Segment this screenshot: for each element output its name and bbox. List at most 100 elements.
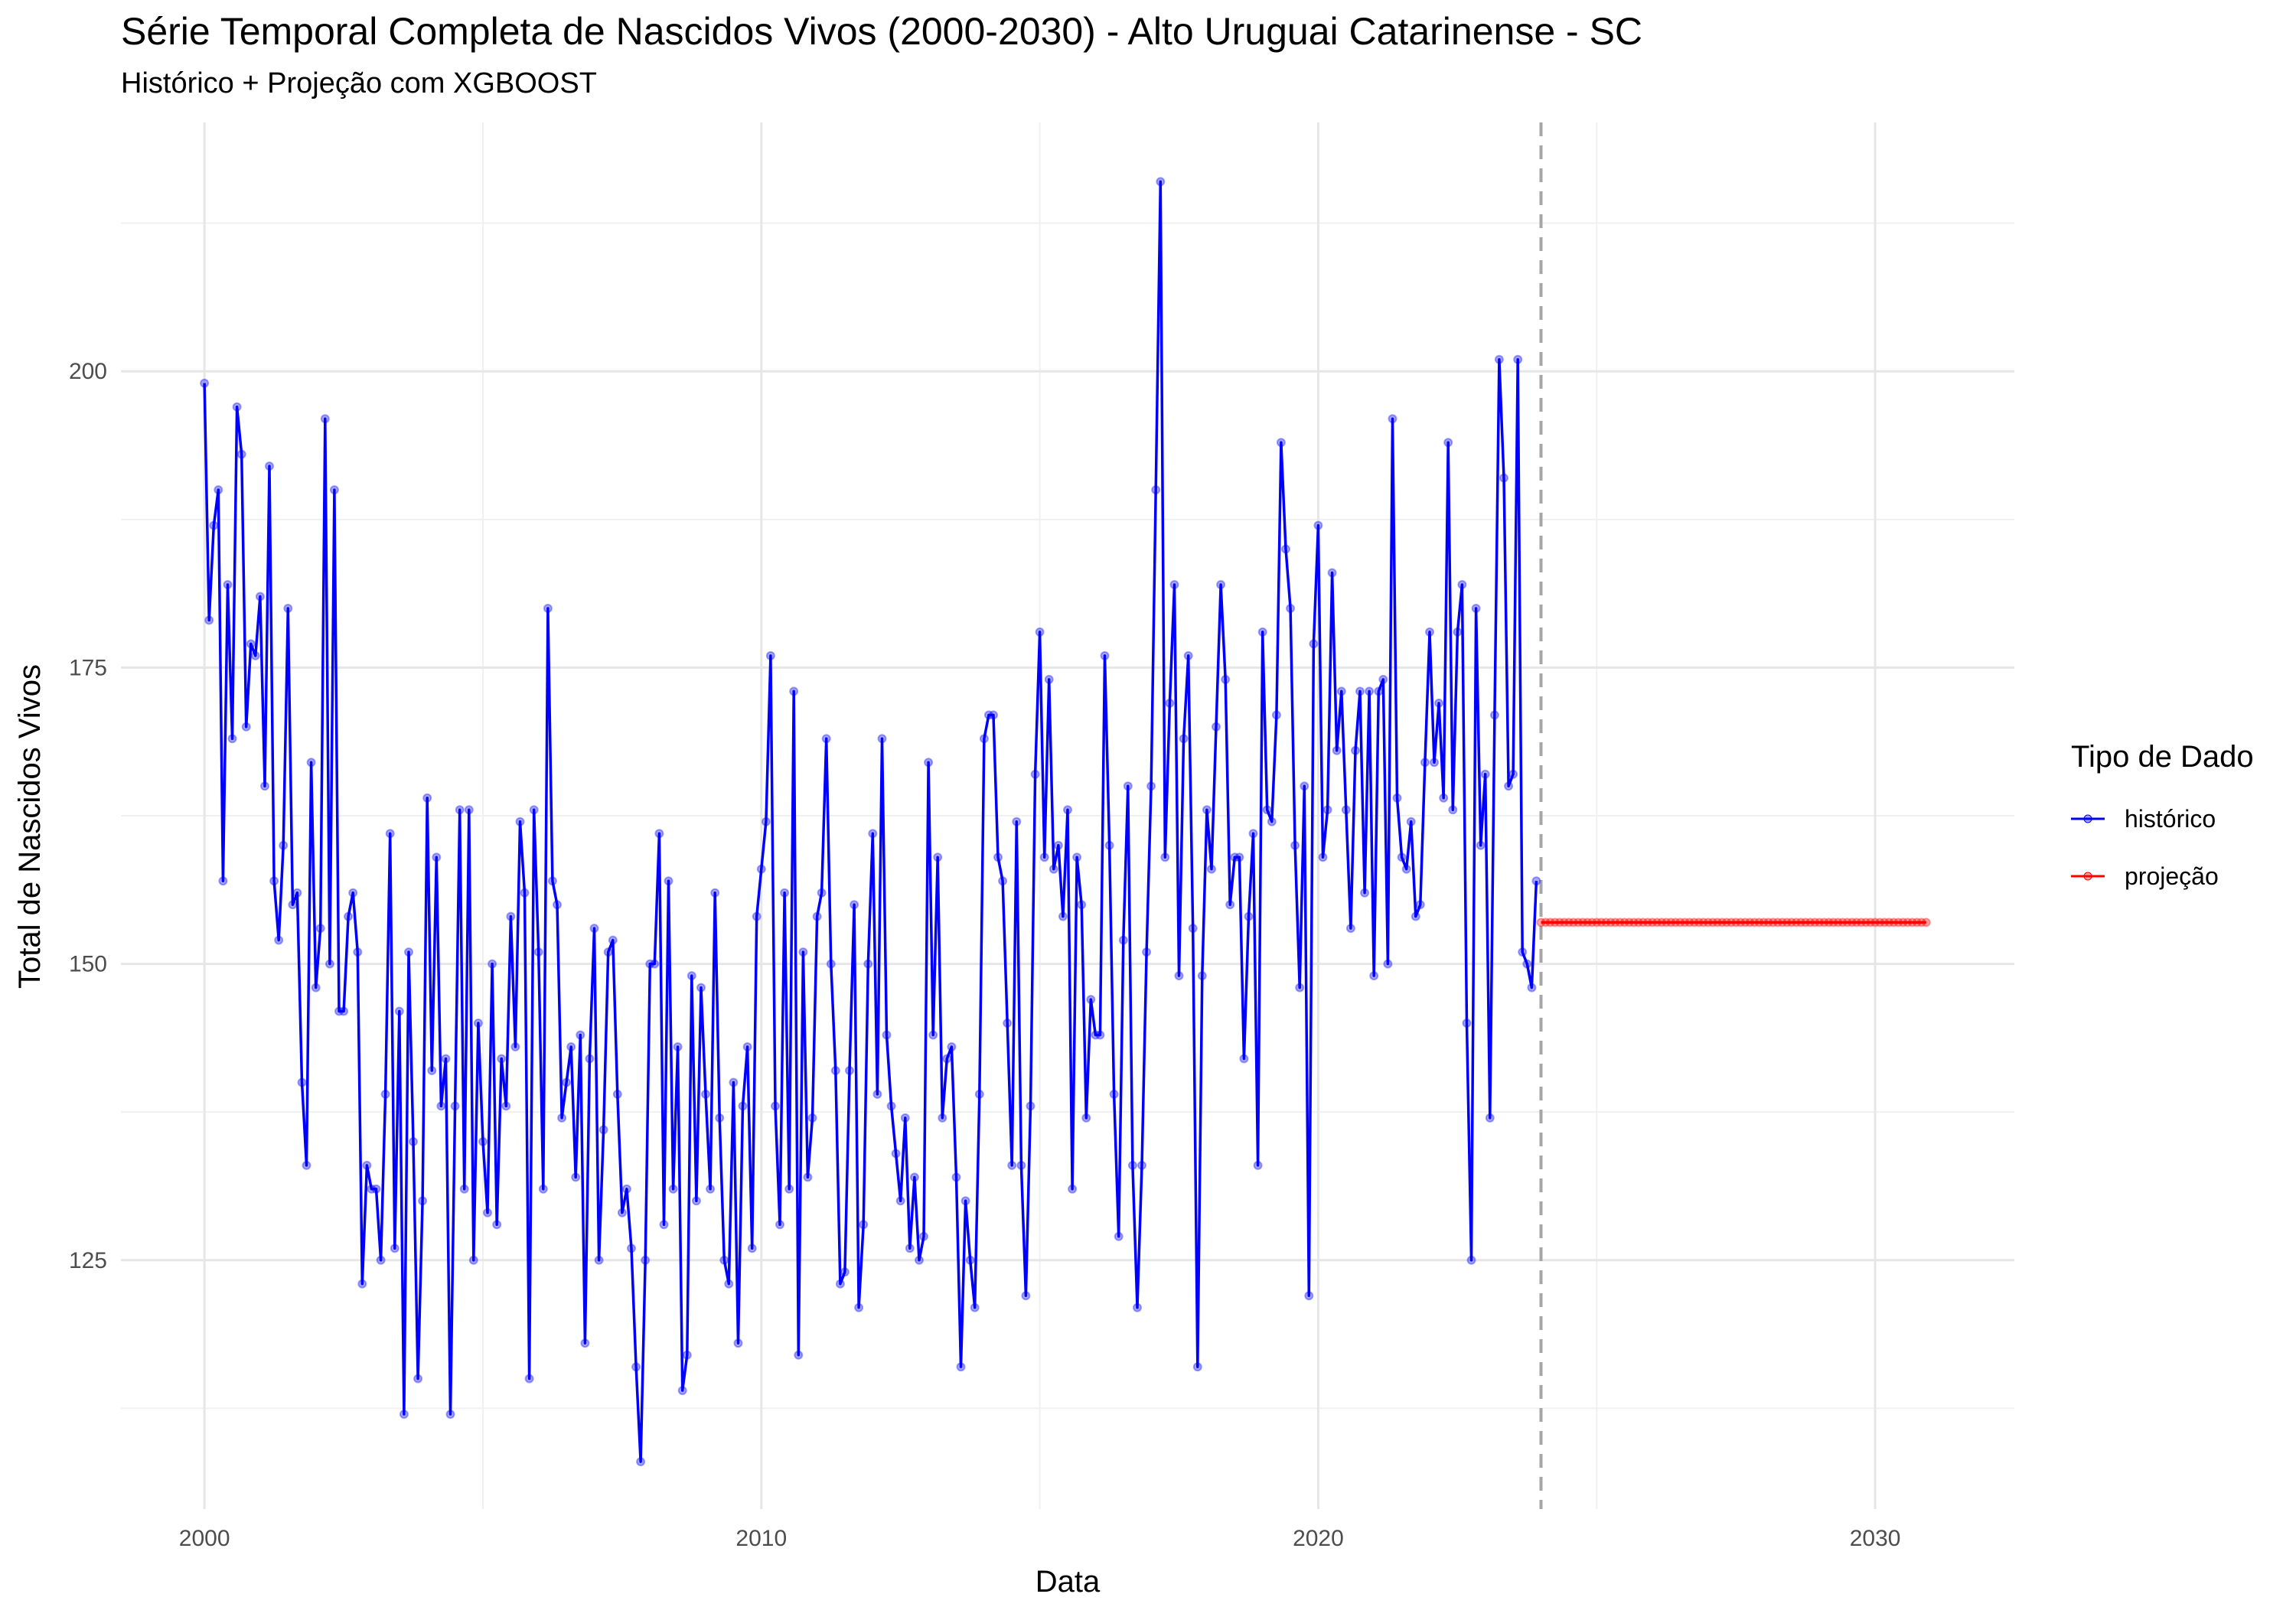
data-point-historico	[612, 1089, 622, 1099]
data-point-historico	[924, 758, 934, 768]
data-point-historico	[1104, 840, 1114, 850]
data-point-historico	[970, 1302, 980, 1312]
data-point-projecao	[1912, 918, 1922, 927]
data-point-historico	[701, 1089, 710, 1099]
data-point-historico	[283, 604, 293, 613]
data-point-historico	[812, 911, 822, 921]
legend: Tipo de Dado histórico projeção	[2071, 740, 2254, 890]
y-tick-label: 175	[69, 655, 107, 680]
data-point-historico	[826, 959, 836, 969]
data-point-historico	[1341, 805, 1351, 815]
data-point-projecao	[1684, 918, 1694, 927]
data-point-historico	[1239, 1054, 1249, 1064]
data-point-historico	[979, 734, 989, 744]
data-point-historico	[1489, 710, 1499, 720]
data-point-historico	[459, 1184, 469, 1194]
data-point-historico	[1262, 805, 1272, 815]
data-point-historico	[1322, 805, 1332, 815]
data-point-historico	[436, 1101, 446, 1111]
data-point-historico	[1383, 959, 1393, 969]
data-point-historico	[1007, 1160, 1017, 1170]
data-point-historico	[807, 1113, 817, 1123]
data-point-historico	[553, 900, 562, 910]
data-point-historico	[1077, 900, 1087, 910]
data-point-historico	[1248, 829, 1258, 839]
data-point-projecao	[1629, 918, 1639, 927]
data-point-historico	[1179, 734, 1189, 744]
data-point-projecao	[1893, 918, 1903, 927]
data-point-historico	[951, 1172, 961, 1182]
data-point-projecao	[1847, 918, 1857, 927]
data-point-historico	[380, 1089, 390, 1099]
data-point-historico	[1406, 817, 1416, 826]
data-point-historico	[1267, 817, 1277, 826]
data-point-historico	[956, 1362, 966, 1372]
data-point-historico	[905, 1244, 915, 1253]
data-point-projecao	[1740, 918, 1750, 927]
data-point-projecao	[1796, 918, 1806, 927]
data-point-projecao	[1805, 918, 1815, 927]
data-point-historico	[464, 805, 474, 815]
data-point-historico	[1420, 758, 1430, 768]
data-point-historico	[974, 1089, 984, 1099]
data-point-historico	[1448, 805, 1458, 815]
data-point-historico	[938, 1113, 947, 1123]
data-point-historico	[520, 888, 530, 898]
data-point-historico	[1439, 793, 1449, 803]
data-point-historico	[1174, 971, 1184, 981]
data-point-historico	[608, 935, 618, 945]
chart-title: Série Temporal Completa de Nascidos Vivo…	[121, 10, 1643, 53]
data-point-projecao	[1657, 918, 1667, 927]
data-point-historico	[1012, 817, 1022, 826]
data-point-historico	[659, 1220, 669, 1230]
data-point-historico	[1527, 983, 1537, 993]
data-point-historico	[1100, 650, 1110, 660]
data-point-historico	[450, 1101, 460, 1111]
data-point-projecao	[1624, 918, 1634, 927]
data-point-historico	[1345, 924, 1355, 934]
data-point-historico	[418, 1196, 428, 1206]
data-point-historico	[983, 710, 993, 720]
data-point-historico	[1244, 911, 1254, 921]
data-point-historico	[872, 1089, 882, 1099]
data-point-historico	[1499, 473, 1508, 483]
data-point-historico	[1466, 1255, 1476, 1265]
legend-label-projecao: projeção	[2125, 862, 2219, 890]
data-point-historico	[1053, 840, 1063, 850]
data-point-historico	[320, 414, 330, 424]
data-point-historico	[621, 1184, 631, 1194]
data-point-historico	[506, 911, 516, 921]
data-point-historico	[1081, 1113, 1091, 1123]
data-point-historico	[1127, 1160, 1137, 1170]
data-point-projecao	[1727, 918, 1737, 927]
data-point-projecao	[1671, 918, 1681, 927]
data-point-historico	[687, 971, 696, 981]
data-point-historico	[1234, 852, 1244, 862]
data-point-historico	[413, 1374, 423, 1384]
data-point-historico	[989, 710, 998, 720]
data-point-historico	[1142, 947, 1152, 957]
data-point-historico	[1388, 414, 1397, 424]
data-point-historico	[891, 1149, 901, 1159]
x-tick-label: 2010	[735, 1526, 787, 1551]
data-point-historico	[719, 1255, 729, 1265]
data-point-historico	[1397, 852, 1407, 862]
data-point-historico	[594, 1255, 604, 1265]
series-historico	[200, 177, 1541, 1467]
data-point-historico	[1230, 852, 1240, 862]
data-point-historico	[1309, 639, 1319, 649]
data-point-historico	[677, 1386, 687, 1396]
data-point-historico	[571, 1172, 581, 1182]
legend-title: Tipo de Dado	[2071, 740, 2254, 774]
data-point-historico	[348, 888, 358, 898]
data-point-historico	[654, 829, 664, 839]
data-point-historico	[1508, 769, 1518, 779]
data-point-historico	[673, 1042, 683, 1051]
data-point-historico	[399, 1410, 409, 1420]
data-point-historico	[1318, 852, 1328, 862]
data-point-historico	[1091, 1030, 1101, 1040]
x-tick-label: 2020	[1293, 1526, 1344, 1551]
data-point-historico	[1133, 1302, 1142, 1312]
data-point-projecao	[1870, 918, 1880, 927]
data-point-historico	[1392, 793, 1402, 803]
